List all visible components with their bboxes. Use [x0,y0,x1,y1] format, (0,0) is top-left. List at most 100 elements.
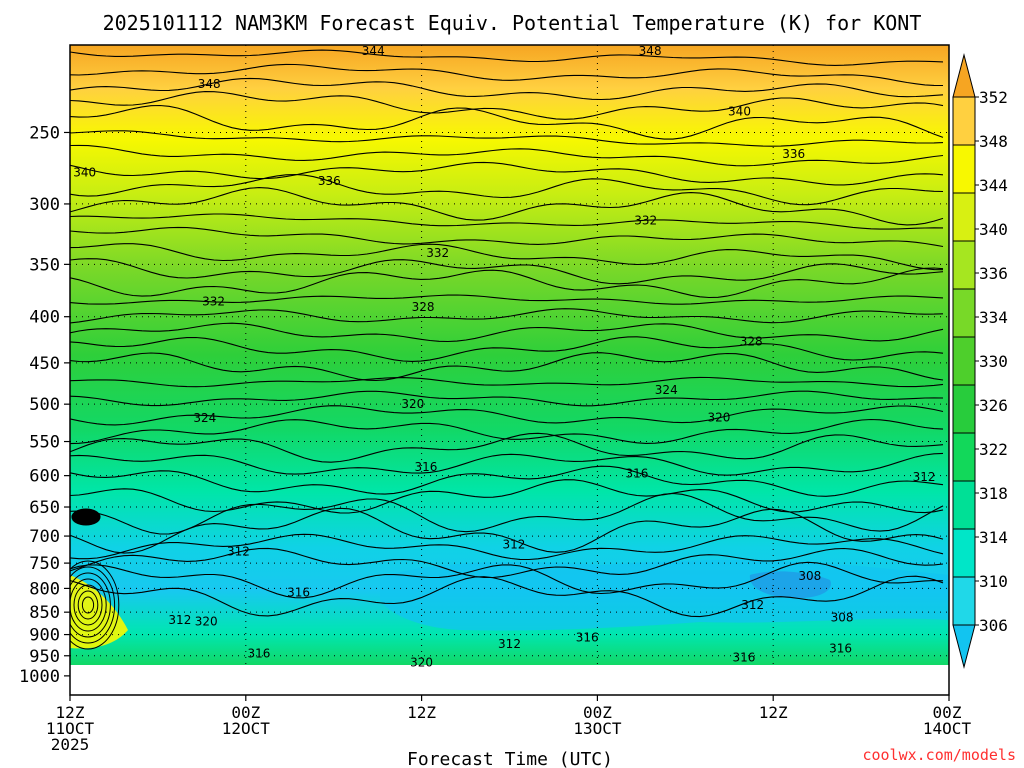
contour-label: 320 [410,656,433,670]
contour-line [70,322,944,343]
theta-e-field [70,45,949,665]
contour-label: 332 [426,246,449,260]
contour-line [70,432,944,463]
contour-line [70,91,944,120]
contour-label: 312 [741,598,764,612]
contour-label: 312 [227,544,250,558]
gridlines [70,45,949,665]
colorbar-segment [952,576,976,626]
colorbar-label: 352 [979,88,1008,107]
y-tick-label: 350 [29,255,60,275]
colorbar-label: 306 [979,616,1008,635]
plot-area [70,45,949,665]
x-tick-label: 13OCT [573,719,622,738]
contour-label: 328 [412,300,435,314]
colorbar-segment [952,144,976,194]
credit-text[interactable]: coolwx.com/models [862,746,1016,764]
contour-line [70,308,944,324]
contour-line [70,243,944,271]
contour-label: 316 [626,467,649,481]
x-tick-label: 12Z [407,703,436,722]
x-tick-label: 00Z [231,703,260,722]
contour-label: 308 [798,569,821,583]
x-tick-label: 11OCT [46,719,95,738]
colorbar-segment [952,624,976,669]
contour-line [70,352,944,382]
contour-lines [70,49,944,650]
y-tick-label: 250 [29,123,60,143]
contour-line [70,258,944,285]
y-tick-label: 450 [29,354,60,374]
colorbar-segment [952,240,976,290]
colorbar-label: 330 [979,352,1008,371]
contour-line [70,267,944,299]
contour-line [70,336,944,362]
contour-label: 348 [639,44,662,58]
colorbar-segment [952,528,976,578]
contour-line [70,561,944,599]
contour-line [70,578,107,632]
contour-label: 340 [728,105,751,119]
contour-label: 316 [576,631,599,645]
contour-label: 312 [913,470,936,484]
x-tick-label: 00Z [583,703,612,722]
contour-label: 320 [401,397,424,411]
contour-line [70,405,944,426]
colorbar-label: 348 [979,132,1008,151]
colorbar-label: 326 [979,396,1008,415]
contour-label: 340 [73,166,96,180]
min-theta-e-core [749,571,831,599]
contour-line [70,479,944,514]
contour-line [70,465,944,497]
y-tick-label: 550 [29,433,60,453]
colorbar-label: 322 [979,440,1008,459]
y-tick-label: 850 [29,603,60,623]
contour-line [70,173,944,206]
contour-label: 316 [829,641,852,655]
x-tick-label: 2025 [51,735,90,754]
colorbar-label: 340 [979,220,1008,239]
colorbar-segment [952,288,976,338]
colorbar-segment [952,96,976,146]
colorbar-segment [952,336,976,386]
y-tick-label: 400 [29,308,60,328]
contour-label: 344 [362,44,385,58]
y-tick-label: 950 [29,647,60,667]
colorbar-label: 344 [979,176,1008,195]
y-tick-label: 750 [29,554,60,574]
x-tick-label: 12OCT [222,719,271,738]
y-tick-label: 800 [29,579,60,599]
contour-line [70,560,120,650]
contour-line [81,596,95,614]
colorbar: 352 348 344 340 336 334 330 326 322 318 314 310 306 [952,53,1008,669]
y-tick-label: 700 [29,527,60,547]
contour-line [70,390,944,407]
contour-line [70,187,944,226]
y-tick-label: 900 [29,626,60,646]
contour-line [77,590,99,620]
y-tick-label: 600 [29,467,60,487]
contour-line [70,492,944,535]
y-tick-label: 500 [29,395,60,415]
contour-label: 320 [195,614,218,628]
y-tick-label: 650 [29,498,60,518]
contour-label: 328 [740,334,763,348]
contour-labels: 344 348 348 340 340 336 336 332 332 332 328 328 324 3… [73,44,935,670]
x-tick-label: 14OCT [923,719,972,738]
contour-label: 316 [248,647,271,661]
contour-line [70,49,944,66]
contour-line [70,144,944,167]
contour-label: 324 [193,411,216,425]
colorbar-segment [952,432,976,482]
x-tick-label: 12Z [759,703,788,722]
contour-line [70,575,944,618]
colorbar-segment [952,384,976,434]
contour-line [70,572,111,638]
contour-label: 336 [782,147,805,161]
colorbar-label: 310 [979,572,1008,591]
contour-label: 308 [831,611,854,625]
contour-line [70,226,944,248]
contour-label: 348 [198,77,221,91]
contour-line [70,376,944,388]
